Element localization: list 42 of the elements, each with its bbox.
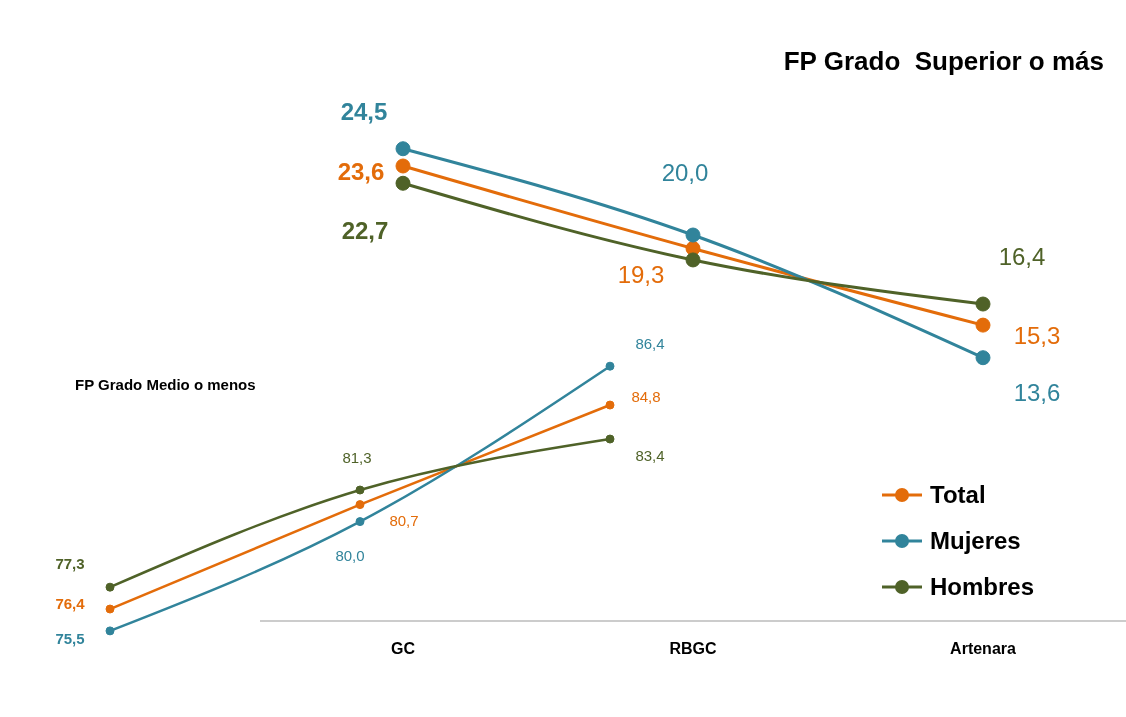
chart-title: FP Grado Superior o más — [783, 46, 1104, 77]
point — [355, 500, 365, 510]
data-label: 86,4 — [635, 334, 665, 352]
data-label: 80,0 — [335, 547, 365, 565]
data-label: 24,5 — [340, 98, 388, 126]
point — [685, 252, 701, 268]
point — [105, 604, 115, 614]
data-label: 19,3 — [617, 260, 665, 288]
data-label: 15,3 — [1013, 321, 1061, 349]
point — [395, 175, 411, 191]
data-label: 22,7 — [341, 216, 389, 244]
data-label: 76,4 — [55, 594, 86, 612]
point — [395, 158, 411, 174]
point — [605, 400, 615, 410]
data-label: 81,3 — [342, 448, 372, 466]
data-label: 16,4 — [998, 242, 1046, 270]
point — [975, 350, 991, 366]
legend-label: Mujeres — [930, 527, 1021, 555]
point — [975, 317, 991, 333]
data-label: 75,5 — [55, 630, 85, 648]
data-label: 13,6 — [1013, 379, 1061, 407]
text: FP Grado Medio o menos — [75, 376, 256, 393]
data-label: 83,4 — [635, 446, 665, 464]
data-label: 80,7 — [389, 512, 419, 530]
x-tick-label: Artenara — [950, 640, 1016, 658]
point — [605, 361, 615, 371]
point — [975, 296, 991, 312]
x-tick-label: GC — [391, 640, 416, 658]
data-label: 84,8 — [631, 387, 661, 405]
point — [105, 626, 115, 636]
legend-label: Hombres — [930, 573, 1035, 601]
point — [685, 227, 701, 243]
data-label: 20,0 — [661, 158, 709, 186]
point — [355, 485, 365, 495]
x-tick-label: RBGC — [669, 640, 717, 658]
legend-label: Total — [930, 481, 986, 509]
point — [355, 517, 365, 527]
data-label: 77,3 — [55, 554, 85, 572]
point — [105, 582, 115, 592]
data-label: 23,6 — [337, 157, 385, 185]
point — [395, 141, 411, 157]
point — [605, 434, 615, 444]
